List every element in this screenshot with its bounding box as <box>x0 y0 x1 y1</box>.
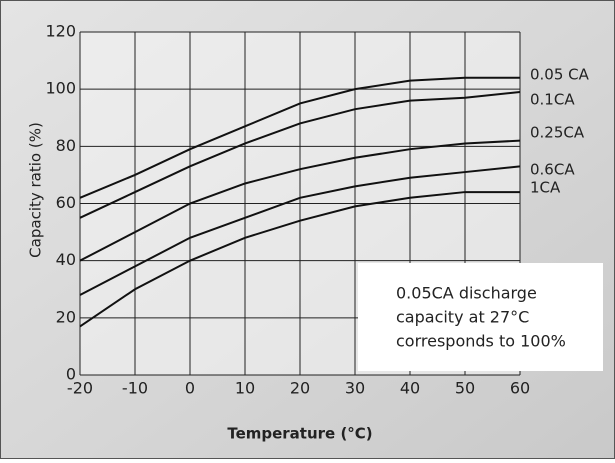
x-tick-label: 50 <box>455 379 475 398</box>
y-tick-label: 0 <box>66 365 76 384</box>
x-tick-label: -10 <box>122 379 148 398</box>
lines <box>79 76 521 328</box>
series-line <box>79 191 520 328</box>
x-tick-label: -20 <box>67 379 93 398</box>
x-tick-label: 10 <box>235 379 255 398</box>
y-tick-label: 60 <box>56 193 76 212</box>
series-label: 0.6CA <box>530 161 575 179</box>
series-line <box>79 139 521 262</box>
x-axis-label: Temperature (°C) <box>227 425 372 443</box>
y-tick-label: 20 <box>56 307 76 326</box>
series-label: 0.1CA <box>530 91 575 109</box>
series-line <box>79 76 520 199</box>
y-tick-label: 120 <box>45 22 76 41</box>
x-tick-label: 20 <box>290 379 310 398</box>
annotation: corresponds to 100% <box>396 332 566 351</box>
note-box <box>358 263 603 371</box>
y-axis-label: Capacity ratio (%) <box>27 122 45 258</box>
y-tick-label: 40 <box>56 250 76 269</box>
series-label: 0.25CA <box>530 124 585 142</box>
y-tick-label: 80 <box>56 136 76 155</box>
series-line <box>79 165 521 296</box>
x-tick-label: 0 <box>185 379 195 398</box>
x-tick-label: 30 <box>345 379 365 398</box>
series-label: 1CA <box>530 179 561 197</box>
x-tick-label: 40 <box>400 379 420 398</box>
series-label: 0.05 CA <box>530 66 590 84</box>
x-tick-label: 60 <box>510 379 530 398</box>
annotation: 0.05CA discharge <box>396 284 537 303</box>
grid <box>79 31 521 376</box>
series-line <box>79 91 521 219</box>
y-tick-label: 100 <box>45 79 76 98</box>
annotation: capacity at 27°C <box>396 308 529 327</box>
